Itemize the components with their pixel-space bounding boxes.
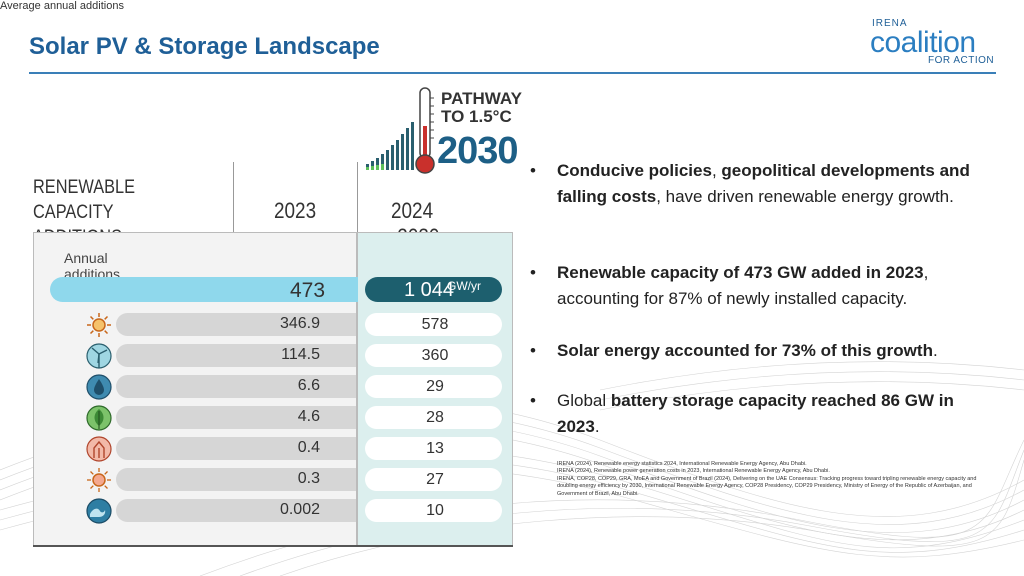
pathway-line1: PATHWAY [441, 89, 522, 108]
column-header-2023: 2023 [274, 198, 317, 223]
bullet-bold: geopolitical developments and falling co… [557, 161, 970, 206]
logo-irena-text: IRENA [872, 18, 908, 29]
bullet-text: . [594, 417, 600, 436]
value-2023: 4.6 [297, 408, 320, 425]
value-2023: 0.002 [279, 501, 320, 518]
average-annual-label: Average annual additions [0, 0, 124, 12]
capacity-infographic: PATHWAY TO 1.5°C 2030 RENEWABLE CAPACITY… [0, 0, 522, 547]
value-2023: 0.4 [297, 439, 320, 456]
logo-main-text: coalition [870, 26, 976, 59]
target-pill: 29 [365, 375, 502, 398]
value-target: 28 [426, 409, 444, 426]
bar-2023 [116, 344, 356, 367]
bar-2023 [116, 499, 356, 522]
total-target-pill: 1 044 GW/yr [365, 277, 502, 302]
value-target: 578 [421, 316, 449, 333]
bar-2023 [116, 406, 356, 429]
target-pill: 578 [365, 313, 502, 336]
target-pill: 27 [365, 468, 502, 491]
geothermal-icon [86, 436, 112, 462]
bullet-bold: Renewable capacity of 473 GW added in 20… [557, 263, 924, 282]
bar-2023 [116, 313, 356, 336]
pathway-label: PATHWAY TO 1.5°C [441, 90, 522, 126]
value-2023: 0.3 [297, 470, 320, 487]
value-2023: 346.9 [279, 315, 320, 332]
heading-line1: RENEWABLE [33, 177, 136, 198]
target-pill: 10 [365, 499, 502, 522]
wind-icon [86, 343, 112, 369]
value-2023: 114.5 [281, 346, 320, 363]
csp-icon [87, 468, 111, 492]
bioenergy-icon [86, 405, 112, 431]
total-2023-value: 473 [290, 279, 326, 302]
bar-2023 [116, 375, 356, 398]
target-pill: 13 [365, 437, 502, 460]
bullet-capacity: Renewable capacity of 473 GW added in 20… [528, 260, 998, 312]
page-title: Solar PV & Storage Landscape [29, 33, 380, 60]
reference-item: IRENA (2024), Renewable power generation… [557, 468, 830, 475]
logo-sub-text: FOR ACTION [928, 55, 995, 66]
value-target: 13 [426, 440, 444, 457]
bullet-bold: battery storage capacity reached 86 GW i… [557, 391, 954, 436]
ocean-icon [86, 498, 112, 524]
total-target-value: 1 044 [404, 279, 455, 301]
target-year: 2030 [437, 130, 519, 172]
solar-icon [87, 313, 111, 337]
value-target: 29 [426, 378, 444, 395]
bullet-policies: Conducive policies, geopolitical develop… [528, 158, 998, 210]
title-divider [29, 72, 996, 74]
thermometer-icon [415, 87, 435, 174]
target-pill: 360 [365, 344, 502, 367]
total-target-unit: GW/yr [447, 279, 481, 293]
total-bar-2023 [50, 277, 358, 302]
coalition-logo: IRENA coalition FOR ACTION [870, 18, 1000, 68]
bullet-text: , have driven renewable energy growth. [656, 187, 954, 206]
value-target: 360 [421, 347, 449, 364]
target-pill: 28 [365, 406, 502, 429]
reference-item: IRENA, COP28, COP29, GRA, MoEA and Gover… [557, 475, 977, 497]
bullet-text: , accounting for 87% of newly installed … [557, 263, 929, 308]
hydropower-icon [86, 374, 112, 400]
bar-2023 [116, 437, 356, 460]
bullet-solar-share: Solar energy accounted for 73% of this g… [528, 338, 938, 364]
growth-bars-icon [366, 122, 414, 170]
bar-2023 [116, 468, 356, 491]
bottom-rule [33, 545, 513, 547]
bullet-battery: Global battery storage capacity reached … [528, 388, 998, 440]
reference-item: IRENA (2024), Renewable energy statistic… [557, 461, 807, 467]
bullet-text: , [711, 161, 722, 180]
references: IRENA (2024), Renewable energy statistic… [557, 461, 997, 498]
bullet-bold: Conducive policies [557, 161, 712, 180]
value-2023: 6.6 [297, 377, 320, 394]
value-target: 10 [426, 502, 444, 519]
value-target: 27 [426, 471, 444, 488]
pathway-line2: TO 1.5°C [441, 107, 512, 126]
bullet-text: Global [557, 391, 611, 410]
bullet-bold: Solar energy accounted for 73% of this g… [557, 341, 933, 360]
bullet-text: . [932, 341, 938, 360]
